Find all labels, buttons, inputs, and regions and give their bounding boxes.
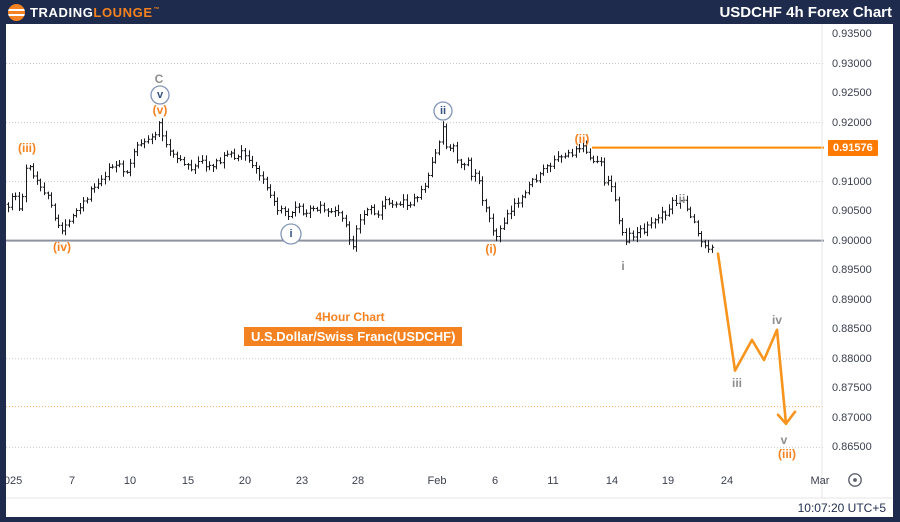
time-tick-label: 19 (661, 475, 675, 487)
timeframe-label: 4Hour Chart (315, 310, 385, 324)
trademark-symbol: ™ (153, 7, 161, 14)
time-tick-label: 14 (605, 475, 619, 487)
time-tick-label: 23 (295, 475, 309, 487)
wave-label-gray: i (621, 259, 624, 273)
wave-label-circle (150, 85, 170, 105)
price-tick-label: 0.88500 (832, 323, 872, 336)
price-tick-label: 0.89000 (832, 293, 872, 306)
brand-name: TRADINGLOUNGE™ (30, 5, 160, 20)
price-tick-label: 0.93000 (832, 57, 872, 70)
wave-label-gray: v (781, 433, 788, 447)
brand-primary: TRADING (30, 4, 94, 20)
time-tick-label: 7 (68, 475, 76, 487)
wave-label-circled: i (289, 228, 292, 240)
time-tick-label: 10 (123, 475, 137, 487)
price-tick-label: 0.92000 (832, 116, 872, 129)
price-tick-label: 0.92500 (832, 87, 872, 100)
page-title: USDCHF 4h Forex Chart (719, 3, 892, 21)
price-tick-label: 0.87500 (832, 382, 872, 395)
settings-gear-icon[interactable] (846, 471, 864, 489)
wave-label-circled: v (157, 89, 164, 101)
ohlc-bars (6, 118, 715, 253)
time-tick-label: Feb (427, 475, 447, 487)
brand-secondary: LOUNGE (93, 4, 153, 20)
brand-logo: TRADINGLOUNGE™ (8, 3, 160, 21)
wave-label-circle (433, 101, 453, 121)
clock-timestamp: 10:07:20 UTC+5 (797, 501, 886, 515)
price-tick-label: 0.88000 (832, 352, 872, 365)
time-tick-label: Mar (810, 475, 830, 487)
time-tick-label: 6 (491, 475, 499, 487)
price-tick-label: 0.91000 (832, 175, 872, 188)
time-tick-label: 28 (351, 475, 365, 487)
price-alert-badge: 0.91576 (828, 139, 878, 156)
time-tick-label: 15 (181, 475, 195, 487)
price-tick-label: 0.86500 (832, 441, 872, 454)
tradinglounge-logo-icon (8, 3, 25, 21)
time-tick-label: 2025 (6, 475, 23, 487)
time-tick-label: 20 (238, 475, 252, 487)
wave-label-circle (280, 223, 302, 245)
price-tick-label: 0.90000 (832, 234, 872, 247)
wave-label-gray: C (155, 72, 164, 86)
forecast-path (716, 252, 788, 425)
time-tick-label: 11 (547, 475, 559, 487)
wave-label-orange: (i) (485, 242, 496, 256)
instrument-banner: U.S.Dollar/Swiss Franc(USDCHF) (244, 327, 463, 346)
wave-label-gray: iv (772, 313, 782, 327)
time-tick-label: 24 (720, 475, 734, 487)
wave-label-orange: (iv) (53, 240, 71, 254)
top-bar: TRADINGLOUNGE™ USDCHF 4h Forex Chart (0, 0, 900, 24)
price-tick-label: 0.87000 (832, 411, 872, 424)
wave-label-gray: iii (732, 376, 742, 390)
price-tick-label: 0.90500 (832, 205, 872, 218)
wave-label-orange: (iii) (778, 447, 796, 461)
wave-label-orange: (iii) (18, 141, 36, 155)
price-tick-label: 0.93500 (832, 28, 872, 40)
wave-label-gray: ii (679, 192, 686, 206)
wave-label-orange: (v) (153, 103, 168, 117)
wave-label-orange: (ii) (575, 132, 590, 146)
forecast-arrowhead-icon (776, 410, 797, 426)
price-tick-label: 0.89500 (832, 264, 872, 277)
wave-label-circled: ii (440, 105, 446, 117)
